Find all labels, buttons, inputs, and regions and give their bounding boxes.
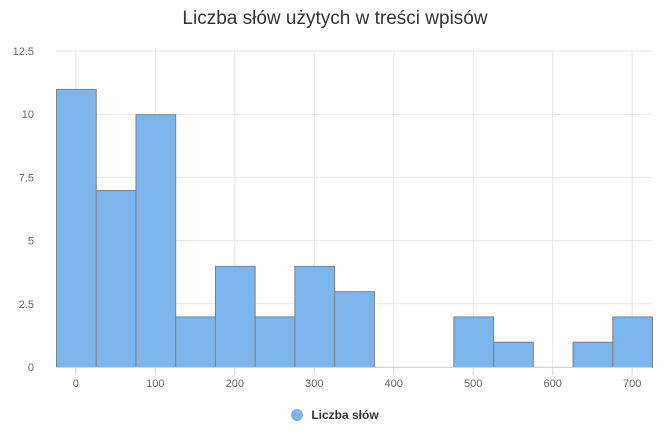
legend: Liczba słów [0, 408, 670, 422]
x-tick-label: 200 [226, 378, 244, 390]
y-tick-label: 12.5 [13, 46, 34, 58]
histogram-bar[interactable] [294, 265, 336, 369]
y-tick-label: 2.5 [19, 299, 34, 311]
x-tick-label: 300 [305, 378, 323, 390]
x-tick-label: 400 [385, 378, 403, 390]
histogram-bar[interactable] [135, 114, 177, 368]
histogram-bar[interactable] [95, 190, 137, 368]
x-tick-label: 100 [146, 378, 164, 390]
histogram-bar[interactable] [572, 341, 614, 369]
histogram-bar[interactable] [214, 265, 256, 369]
y-tick-label: 7.5 [19, 172, 34, 184]
legend-item-liczba-slow[interactable]: Liczba słów [291, 408, 379, 422]
y-tick-label: 0 [28, 362, 34, 374]
legend-label: Liczba słów [311, 408, 379, 422]
histogram-bar[interactable] [334, 291, 375, 368]
chart-title: Liczba słów użytych w treści wpisów [182, 8, 488, 29]
x-tick-label: 700 [623, 378, 641, 390]
x-tick-label: 0 [73, 378, 79, 390]
x-tick-label: 500 [464, 378, 482, 390]
y-tick-label: 5 [28, 236, 34, 248]
x-tick-label: 600 [543, 378, 561, 390]
legend-swatch-icon [291, 409, 304, 421]
histogram-bar[interactable] [254, 316, 296, 369]
histogram-bar[interactable] [493, 341, 534, 369]
histogram-bar[interactable] [56, 88, 97, 368]
histogram-bar[interactable] [175, 316, 216, 369]
histogram-bar[interactable] [453, 316, 495, 369]
y-tick-label: 10 [22, 109, 34, 121]
histogram-bar[interactable] [612, 316, 653, 369]
